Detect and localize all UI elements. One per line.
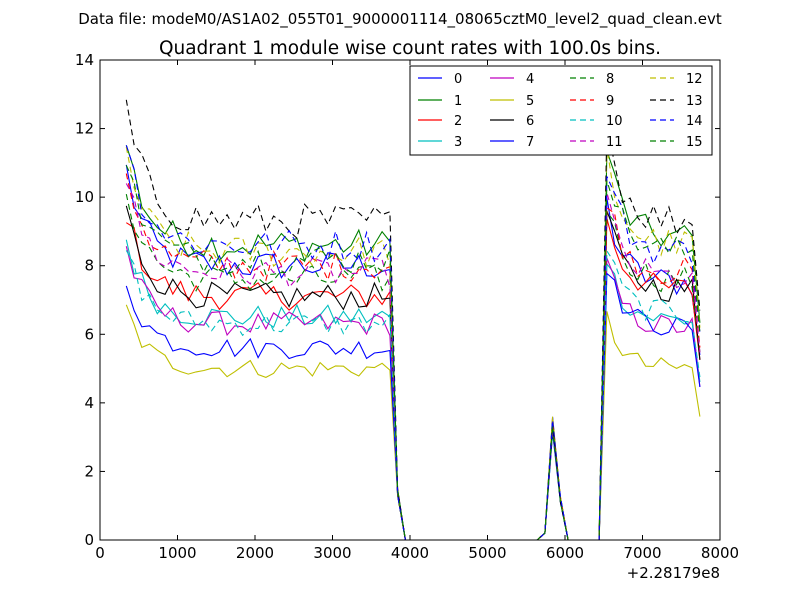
x-tick-label: 2000 xyxy=(236,544,274,562)
y-tick-label: 4 xyxy=(84,394,94,412)
axis-ticks: 0 1000 2000 3000 4000 5000 6000 7000 80000246810… xyxy=(75,51,739,562)
x-tick-label: 1000 xyxy=(158,544,196,562)
legend-label-11: 11 xyxy=(606,135,623,150)
y-tick-label: 12 xyxy=(75,120,94,138)
legend-label-8: 8 xyxy=(606,72,614,87)
y-tick-label: 10 xyxy=(75,188,94,206)
y-tick-label: 6 xyxy=(84,325,94,343)
x-tick-label: 4000 xyxy=(391,544,429,562)
legend-label-4: 4 xyxy=(526,72,534,87)
y-tick-label: 14 xyxy=(75,51,94,69)
legend-label-3: 3 xyxy=(454,135,462,150)
legend-label-5: 5 xyxy=(526,94,534,109)
x-tick-label: 7000 xyxy=(623,544,661,562)
legend-label-13: 13 xyxy=(686,94,703,109)
chart-title: Quadrant 1 module wise count rates with … xyxy=(159,38,661,59)
legend-label-9: 9 xyxy=(606,94,614,109)
legend-label-2: 2 xyxy=(454,114,462,129)
x-axis-offset-label: +2.28179e8 xyxy=(627,564,720,582)
x-tick-label: 3000 xyxy=(313,544,351,562)
legend-label-12: 12 xyxy=(686,72,703,87)
x-tick-label: 6000 xyxy=(546,544,584,562)
legend-label-10: 10 xyxy=(606,114,623,129)
y-tick-label: 2 xyxy=(84,462,94,480)
chart-suptitle: Data file: modeM0/AS1A02_055T01_90000011… xyxy=(78,10,722,29)
legend-label-7: 7 xyxy=(526,135,534,150)
legend-label-1: 1 xyxy=(454,94,462,109)
x-tick-label: 0 xyxy=(95,544,105,562)
series-line-10 xyxy=(125,249,701,541)
legend-label-15: 15 xyxy=(686,135,703,150)
x-tick-label: 5000 xyxy=(468,544,506,562)
series-line-15 xyxy=(125,165,701,541)
y-tick-label: 8 xyxy=(84,257,94,275)
legend-label-0: 0 xyxy=(454,72,462,87)
x-tick-label: 8000 xyxy=(701,544,739,562)
legend-label-6: 6 xyxy=(526,114,534,129)
y-tick-label: 0 xyxy=(84,531,94,549)
legend-label-14: 14 xyxy=(686,114,703,129)
legend-box xyxy=(409,65,713,156)
